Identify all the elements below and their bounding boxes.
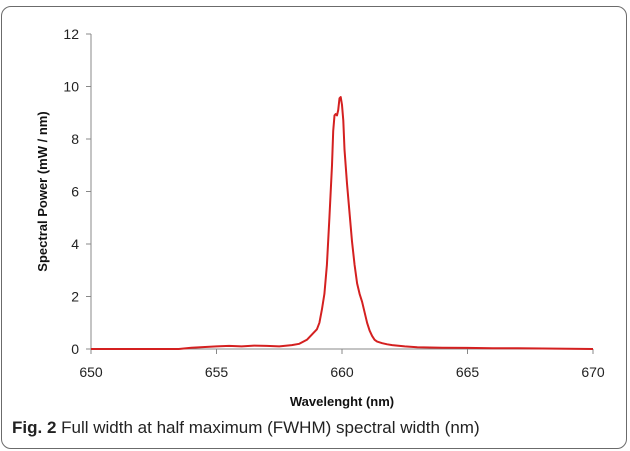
spectrum-line — [91, 96, 594, 350]
caption-label: Fig. 2 — [12, 418, 57, 437]
y-tick-label: 8 — [71, 131, 79, 147]
figure-caption: Fig. 2 Full width at half maximum (FWHM)… — [12, 418, 480, 438]
y-tick-label: 10 — [63, 79, 79, 95]
x-tick-label: 660 — [330, 364, 354, 380]
y-tick-label: 4 — [71, 236, 79, 252]
figure-frame — [1, 6, 627, 449]
y-tick-label: 6 — [71, 184, 79, 200]
y-tick-label: 12 — [63, 26, 79, 42]
y-tick-label: 2 — [71, 289, 79, 305]
y-axis-title: Spectral Power (mW / nm) — [35, 111, 50, 271]
x-tick-label: 655 — [205, 364, 229, 380]
y-tick-label: 0 — [71, 341, 79, 357]
x-tick-label: 665 — [456, 364, 480, 380]
caption-text: Full width at half maximum (FWHM) spectr… — [61, 418, 480, 437]
x-tick-label: 650 — [79, 364, 103, 380]
plot-area: 0 2 4 6 8 10 12 650 655 660 665 670 — [63, 26, 604, 380]
x-tick-label: 670 — [581, 364, 605, 380]
x-axis-title: Wavelenght (nm) — [290, 394, 394, 409]
